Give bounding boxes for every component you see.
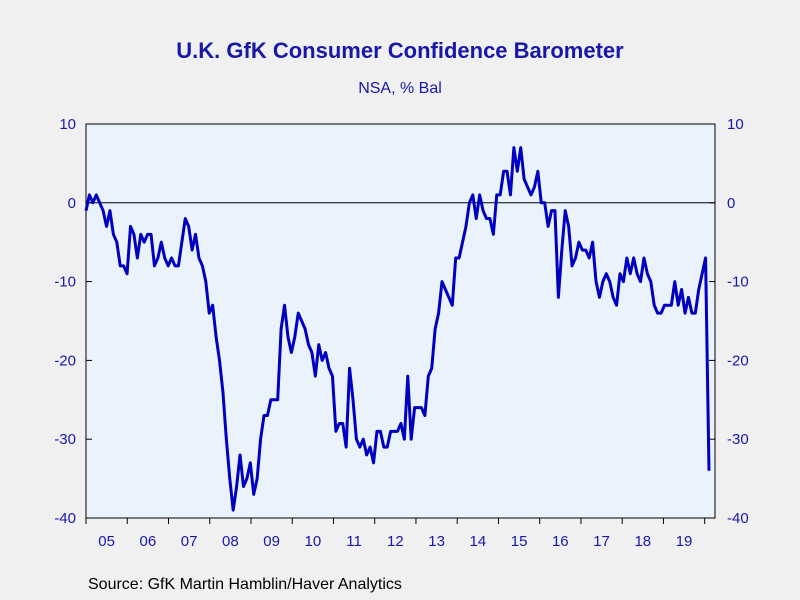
y-axis-left: 10 0 -10 -20 -30 -40 (54, 116, 92, 527)
y-tick-label-left: -10 (54, 274, 76, 291)
y-tick-label-right: -10 (727, 274, 749, 291)
x-tick-label: 08 (222, 533, 239, 550)
x-tick-label: 16 (552, 533, 569, 550)
x-tick-label: 11 (346, 533, 362, 550)
x-tick-label: 05 (98, 533, 115, 550)
source-note: Source: GfK Martin Hamblin/Haver Analyti… (88, 576, 402, 593)
y-tick-label-right: -30 (727, 431, 749, 448)
x-tick-label: 18 (634, 533, 651, 550)
x-tick-label: 12 (387, 533, 404, 550)
x-tick-label: 10 (305, 533, 322, 550)
x-axis: 05 06 07 08 09 10 11 12 13 14 15 16 17 18 19 (85, 518, 706, 550)
y-tick-label-left: -30 (54, 431, 76, 448)
x-tick-label: 19 (676, 533, 693, 550)
series-line (84, 146, 711, 512)
y-tick-label-right: 10 (727, 116, 744, 133)
x-tick-label: 13 (428, 533, 445, 550)
x-tick-label: 14 (469, 533, 486, 550)
y-tick-label-left: 0 (68, 195, 76, 212)
x-tick-label: 09 (263, 533, 280, 550)
plot-area (85, 123, 716, 519)
x-tick-label: 15 (511, 533, 528, 550)
x-tick-label: 06 (140, 533, 157, 550)
chart-title: U.K. GfK Consumer Confidence Barometer (176, 38, 624, 63)
chart-subtitle: NSA, % Bal (358, 80, 442, 97)
x-tick-label: 17 (593, 533, 610, 550)
y-tick-label-left: -20 (54, 352, 76, 369)
y-tick-label-right: -40 (727, 510, 749, 527)
y-tick-label-left: -40 (54, 510, 76, 527)
y-tick-label-right: -20 (727, 352, 749, 369)
y-tick-label-left: 10 (59, 116, 76, 133)
x-tick-label: 07 (181, 533, 198, 550)
y-tick-label-right: 0 (727, 195, 735, 212)
